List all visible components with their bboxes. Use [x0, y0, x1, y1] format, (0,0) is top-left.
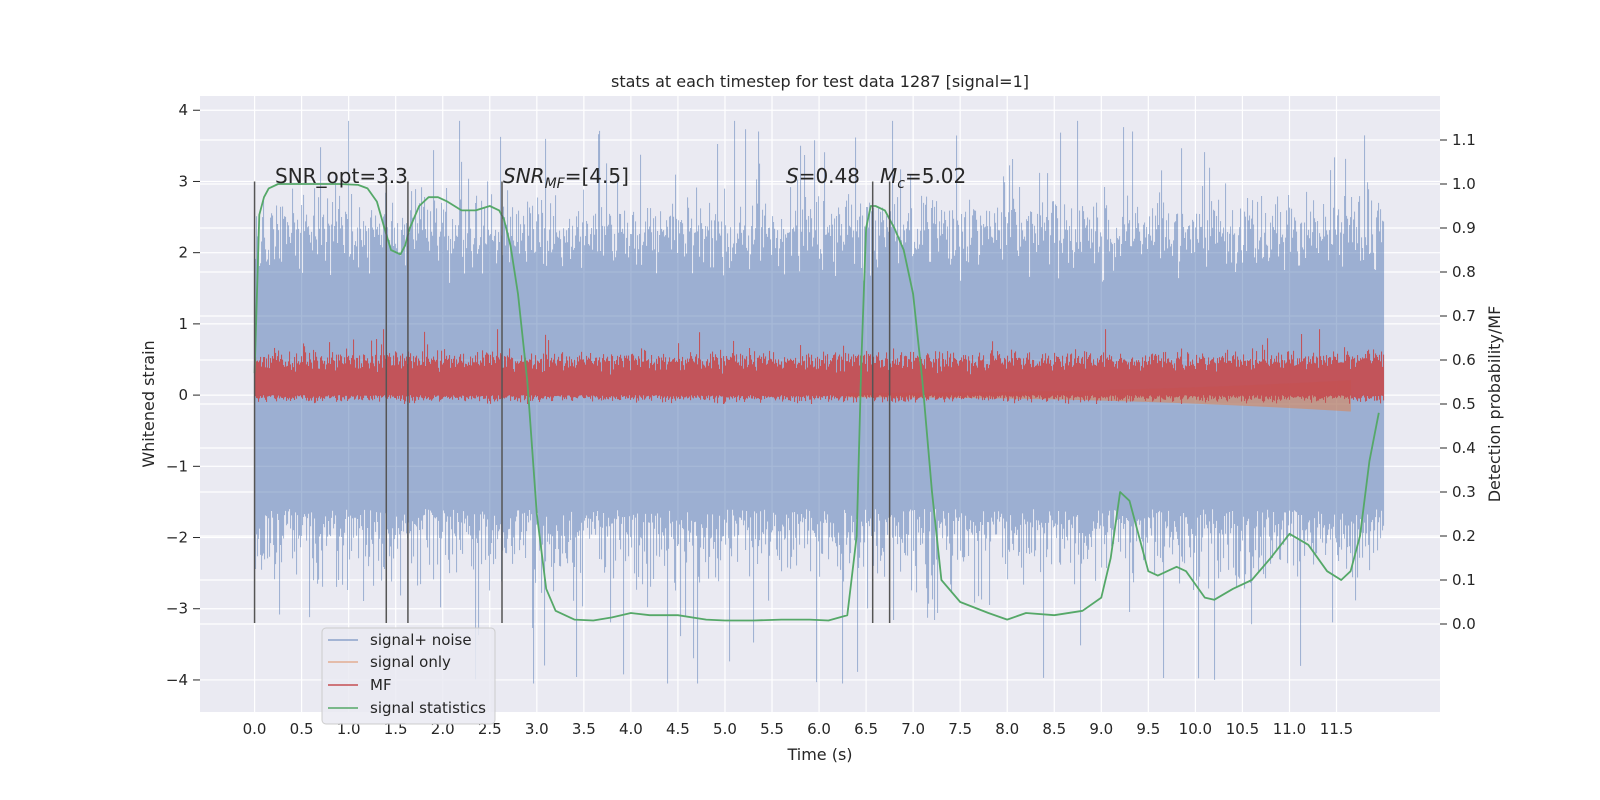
x-tick-label: 4.0: [619, 720, 643, 738]
series-signal-statistics: [253, 183, 1380, 622]
y-tick-label: 3: [178, 172, 188, 190]
y-tick-label: 1: [178, 315, 188, 333]
y-tick-label: 0: [178, 386, 188, 404]
x-tick-label: 7.5: [948, 720, 972, 738]
x-tick-label: 10.5: [1226, 720, 1259, 738]
x-tick-label: 7.0: [901, 720, 925, 738]
x-tick-label: 5.0: [713, 720, 737, 738]
x-tick-label: 11.0: [1273, 720, 1306, 738]
x-tick-label: 0.5: [290, 720, 314, 738]
y-right-tick-label: 0.2: [1452, 527, 1476, 545]
x-tick-label: 6.0: [807, 720, 831, 738]
y-right-tick-label: 0.8: [1452, 263, 1476, 281]
x-tick-label: 11.5: [1320, 720, 1353, 738]
x-tick-label: 6.5: [854, 720, 878, 738]
y-right-tick-label: 0.4: [1452, 439, 1476, 457]
x-tick-label: 8.0: [995, 720, 1019, 738]
x-axis-label: Time (s): [786, 745, 852, 764]
legend: signal+ noise signal only MF signal stat…: [321, 627, 496, 725]
series-signal-noise: [254, 120, 1385, 684]
x-tick-label: 10.0: [1179, 720, 1212, 738]
x-tick-label: 3.5: [572, 720, 596, 738]
y-right-tick-label: 0.5: [1452, 395, 1476, 413]
annotation-snr-mf: SNRMF=[4.5]: [503, 164, 629, 192]
annotation-snr-opt: SNR_opt=3.3: [275, 164, 408, 188]
annotation-mc-value: =5.02: [905, 164, 966, 188]
y-right-tick-label: 0.7: [1452, 307, 1476, 325]
y-right-tick-label: 0.3: [1452, 483, 1476, 501]
annotation-mc-var: M: [880, 164, 897, 188]
y-tick-label: −4: [166, 671, 188, 689]
annotation-mc: Mc=5.02: [880, 164, 966, 192]
y-axis-label: Whitened strain: [139, 340, 158, 467]
y-tick-labels: −4 −3 −2 −1 0 1 2 3 4: [166, 101, 200, 689]
y-right-tick-label: 1.1: [1452, 131, 1476, 149]
legend-label-signal-only: signal only: [370, 653, 451, 671]
y-tick-label: 4: [178, 101, 188, 119]
y-right-tick-label: 0.9: [1452, 219, 1476, 237]
y-right-tick-label: 0.1: [1452, 571, 1476, 589]
series-layer: [253, 120, 1385, 684]
annotation-snr-mf-value: =[4.5]: [565, 164, 629, 188]
x-tick-label: 4.5: [666, 720, 690, 738]
annotation-mc-sub: c: [897, 176, 905, 192]
legend-box: [321, 627, 496, 725]
legend-label-signal-noise: signal+ noise: [370, 631, 472, 649]
y-tick-label: 2: [178, 244, 188, 262]
annotation-snr-mf-var: SNR: [503, 164, 545, 188]
annotation-snr-mf-sub: MF: [545, 176, 566, 192]
x-tick-label: 9.0: [1089, 720, 1113, 738]
x-tick-labels: 0.0 0.5 1.0 1.5 2.0 2.5 3.0 3.5 4.0 4.5 5.0 5.5 6.0 6…: [243, 720, 1354, 738]
y-tick-label: −2: [166, 529, 188, 547]
x-tick-label: 3.0: [525, 720, 549, 738]
x-tick-label: 9.5: [1136, 720, 1160, 738]
vertical-lines: [253, 181, 891, 623]
x-tick-label: 8.5: [1042, 720, 1066, 738]
y-right-tick-label: 0.6: [1452, 351, 1476, 369]
x-tick-label: 0.0: [243, 720, 267, 738]
y-right-tick-label: 1.0: [1452, 175, 1476, 193]
annotation-s-value: =0.48: [799, 164, 860, 188]
legend-label-mf: MF: [370, 676, 392, 694]
chart-title: stats at each timestep for test data 128…: [611, 72, 1029, 91]
legend-label-signal-statistics: signal statistics: [370, 699, 486, 717]
y-tick-label: −3: [166, 600, 188, 618]
annotation-s-var: S: [786, 164, 799, 188]
y-right-tick-label: 0.0: [1452, 615, 1476, 633]
y-tick-label: −1: [166, 457, 188, 475]
y-right-axis-label: Detection probability/MF: [1485, 306, 1504, 503]
x-tick-label: 5.5: [760, 720, 784, 738]
annotation-s: S=0.48: [786, 164, 860, 188]
series-mf: [254, 329, 1385, 404]
y-right-tick-labels: 0.0 0.1 0.2 0.3 0.4 0.5 0.6 0.7 0.8 0.9 1.0 1.1: [1440, 131, 1476, 633]
